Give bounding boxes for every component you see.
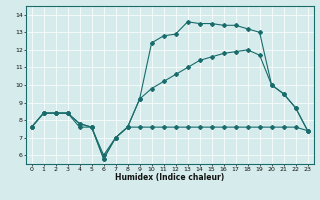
X-axis label: Humidex (Indice chaleur): Humidex (Indice chaleur) [115, 173, 224, 182]
